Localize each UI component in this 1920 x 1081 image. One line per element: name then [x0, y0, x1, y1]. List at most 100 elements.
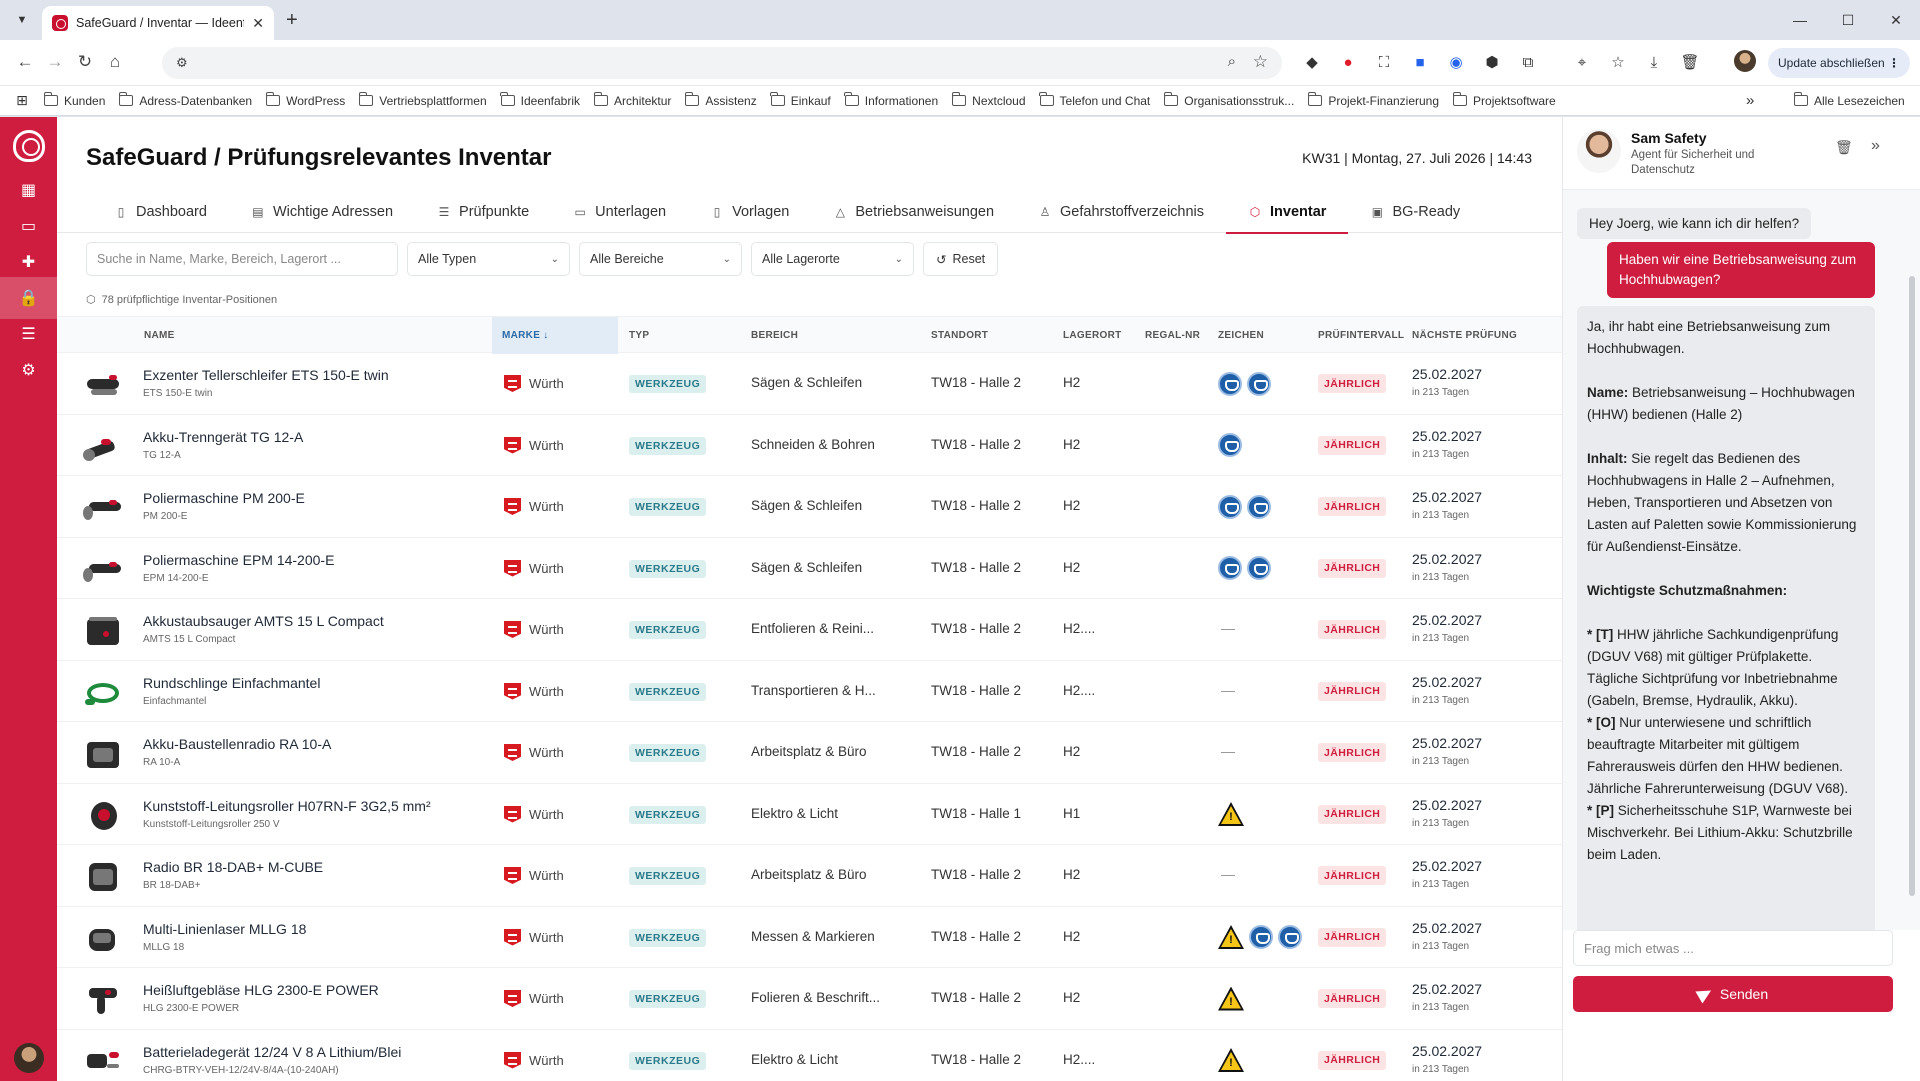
table-row[interactable]: Rundschlinge Einfachmantel Einfachmantel W…	[57, 661, 1562, 722]
bookmark-item[interactable]: Informationen	[844, 92, 938, 108]
address-bar[interactable]: ⚙ ⌕ ☆	[162, 47, 1282, 79]
collapse-icon[interactable]: »	[1871, 137, 1880, 154]
minimize-icon[interactable]: —	[1793, 12, 1807, 28]
close-window-icon[interactable]: ✕	[1890, 11, 1902, 28]
tab-bg-ready[interactable]: ▣ BG-Ready	[1371, 204, 1461, 220]
search-input[interactable]: Suche in Name, Marke, Bereich, Lagerort …	[86, 242, 398, 276]
table-row[interactable]: Radio BR 18-DAB+ M-CUBE BR 18-DAB+ Würth WE…	[57, 845, 1562, 907]
item-name[interactable]: Poliermaschine EPM 14-200-E	[143, 551, 335, 568]
table-row[interactable]: Multi-Linienlaser MLLG 18 MLLG 18 Würth WER…	[57, 907, 1562, 968]
bookmark-item[interactable]: Ideenfabrik	[500, 92, 580, 108]
extension-badge-icon[interactable]: ■	[1415, 53, 1425, 71]
bookmark-item[interactable]: Kunden	[43, 92, 105, 108]
update-button[interactable]: Update abschließen ⋮	[1768, 48, 1910, 78]
table-row[interactable]: Poliermaschine PM 200-E PM 200-E Würth WERK…	[57, 476, 1562, 538]
tab-betriebsanweisungen[interactable]: △ Betriebsanweisungen	[811, 191, 1016, 233]
profile-avatar[interactable]	[1734, 50, 1756, 72]
close-tab-icon[interactable]: ✕	[252, 14, 264, 31]
location-icon[interactable]: ⌖	[1577, 53, 1587, 71]
rail-grid-icon[interactable]: ▦	[20, 182, 37, 199]
item-name[interactable]: Heißluftgebläse HLG 2300-E POWER	[143, 982, 379, 998]
download-icon[interactable]: ⤓	[1650, 53, 1658, 71]
extension-dark-icon[interactable]: ⬢	[1485, 54, 1499, 71]
bookmark-item[interactable]: Nextcloud	[951, 92, 1026, 108]
rail-briefcase-icon[interactable]: ▭	[20, 218, 37, 235]
item-name[interactable]: Poliermaschine PM 200-E	[143, 490, 305, 506]
new-tab-icon[interactable]: +	[286, 9, 298, 31]
chat-scrollbar[interactable]	[1909, 276, 1915, 896]
home-icon[interactable]: ⌂	[109, 52, 121, 71]
site-info-icon[interactable]: ⚙	[176, 55, 188, 70]
menu-dots-icon[interactable]: ⋮	[1888, 56, 1900, 70]
col-intervall[interactable]: PRÜFINTERVALL	[1318, 330, 1405, 341]
maximize-icon[interactable]: ☐	[1841, 11, 1855, 28]
bookmark-item[interactable]: Assistenz	[684, 92, 757, 108]
safeguard-logo-icon[interactable]	[13, 130, 45, 162]
rail-lock-icon[interactable]: 🔒	[0, 277, 57, 319]
bookmark-item[interactable]: WordPress	[265, 92, 345, 108]
rail-settings-icon[interactable]: ⚙	[21, 362, 36, 379]
location-select[interactable]: Alle Lagerorte ⌄	[751, 242, 914, 276]
col-lagerort[interactable]: LAGERORT	[1063, 330, 1122, 341]
table-row[interactable]: Heißluftgebläse HLG 2300-E POWER HLG 2300…	[57, 968, 1562, 1030]
bookmark-item[interactable]: Vertriebsplattformen	[358, 92, 487, 108]
tab-unterlagen[interactable]: ▭ Unterlagen	[574, 204, 667, 220]
tab-wichtige-adressen[interactable]: ▤ Wichtige Adressen	[252, 204, 394, 220]
col-zeichen[interactable]: ZEICHEN	[1218, 330, 1264, 341]
rail-firstaid-icon[interactable]: ✚	[21, 254, 36, 271]
all-bookmarks[interactable]: Alle Lesezeichen	[1793, 92, 1905, 108]
opera-extension-icon[interactable]: ●	[1343, 53, 1353, 71]
bookmark-item[interactable]: Organisationsstruk...	[1163, 92, 1294, 108]
col-regal[interactable]: REGAL-NR	[1145, 330, 1201, 341]
chat-input[interactable]: Frag mich etwas ...	[1573, 930, 1893, 966]
browser-tab[interactable]: SafeGuard / Inventar — Ideenfa ✕	[42, 6, 274, 40]
apps-grid-icon[interactable]: ⊞	[16, 92, 28, 108]
bookmark-item[interactable]: Architektur	[593, 92, 671, 108]
table-row[interactable]: Batterieladegerät 12/24 V 8 A Lithium/Bl…	[57, 1030, 1562, 1081]
tab-inventar[interactable]: ⬡ Inventar	[1226, 191, 1349, 234]
forward-icon[interactable]: →	[46, 52, 64, 71]
tab-pruefpunkte[interactable]: ☰ Prüfpunkte	[438, 204, 530, 220]
col-standort[interactable]: STANDORT	[931, 330, 989, 341]
extension-blue-icon[interactable]: ◉	[1449, 54, 1463, 71]
screenshot-extension-icon[interactable]: ⛶	[1378, 53, 1390, 71]
trash-icon[interactable]: 🗑	[1835, 139, 1853, 155]
rail-database-icon[interactable]: ☰	[21, 326, 36, 343]
extensions-puzzle-icon[interactable]: ⧉	[1522, 53, 1534, 71]
bookmark-item[interactable]: Adress-Datenbanken	[118, 92, 252, 108]
item-name[interactable]: Batterieladegerät 12/24 V 8 A Lithium/Bl…	[143, 1043, 402, 1060]
item-name[interactable]: Rundschlinge Einfachmantel	[143, 674, 321, 691]
tab-vorlagen[interactable]: ▯ Vorlagen	[688, 191, 811, 233]
col-naechste[interactable]: NÄCHSTE PRÜFUNG	[1412, 330, 1518, 341]
table-row[interactable]: Exzenter Tellerschleifer ETS 150-E twin E…	[57, 353, 1562, 415]
back-icon[interactable]: ←	[16, 52, 34, 71]
table-row[interactable]: Kunststoff-Leitungsroller H07RN-F 3G2,5 …	[57, 784, 1562, 845]
bookmark-item[interactable]: Einkauf	[770, 92, 831, 108]
bookmark-star-icon[interactable]: ☆	[1252, 52, 1268, 71]
trash-extension-icon[interactable]: 🗑	[1680, 54, 1700, 71]
table-row[interactable]: Akku-Trenngerät TG 12-A TG 12-A Würth WERKZ…	[57, 415, 1562, 476]
zoom-icon[interactable]: ⌕	[1227, 53, 1236, 70]
extension-1-icon[interactable]: ◆	[1306, 54, 1318, 71]
type-select[interactable]: Alle Typen ⌄	[407, 242, 570, 276]
item-name[interactable]: Akku-Baustellenradio RA 10-A	[143, 736, 332, 752]
item-name[interactable]: Kunststoff-Leitungsroller H07RN-F 3G2,5 …	[143, 797, 431, 814]
item-name[interactable]: Radio BR 18-DAB+ M-CUBE	[143, 859, 324, 875]
table-row[interactable]: Akku-Baustellenradio RA 10-A RA 10-A Würth…	[57, 722, 1562, 784]
table-row[interactable]: Akkustaubsauger AMTS 15 L Compact AMTS 15…	[57, 599, 1562, 661]
send-button[interactable]: Senden	[1573, 976, 1893, 1012]
bookmark-item[interactable]: Telefon und Chat	[1039, 92, 1150, 108]
col-typ[interactable]: TYP	[629, 330, 650, 341]
reload-icon[interactable]: ↻	[77, 52, 93, 71]
bookmark-item[interactable]: Projektsoftware	[1452, 92, 1556, 108]
tab-dashboard[interactable]: ▯ Dashboard	[92, 191, 229, 233]
table-row[interactable]: Poliermaschine EPM 14-200-E EPM 14-200-E W…	[57, 538, 1562, 599]
tab-search-chevron-icon[interactable]: ▼	[16, 14, 28, 26]
item-name[interactable]: Akku-Trenngerät TG 12-A	[143, 428, 304, 445]
favorites-icon[interactable]: ☆	[1611, 54, 1625, 71]
item-name[interactable]: Akkustaubsauger AMTS 15 L Compact	[143, 613, 384, 629]
tab-gefahrstoffverzeichnis[interactable]: ♙ Gefahrstoffverzeichnis	[1039, 204, 1205, 220]
area-select[interactable]: Alle Bereiche ⌄	[579, 242, 742, 276]
col-marke[interactable]: MARKE ↓	[492, 317, 618, 354]
item-name[interactable]: Exzenter Tellerschleifer ETS 150-E twin	[143, 367, 389, 383]
